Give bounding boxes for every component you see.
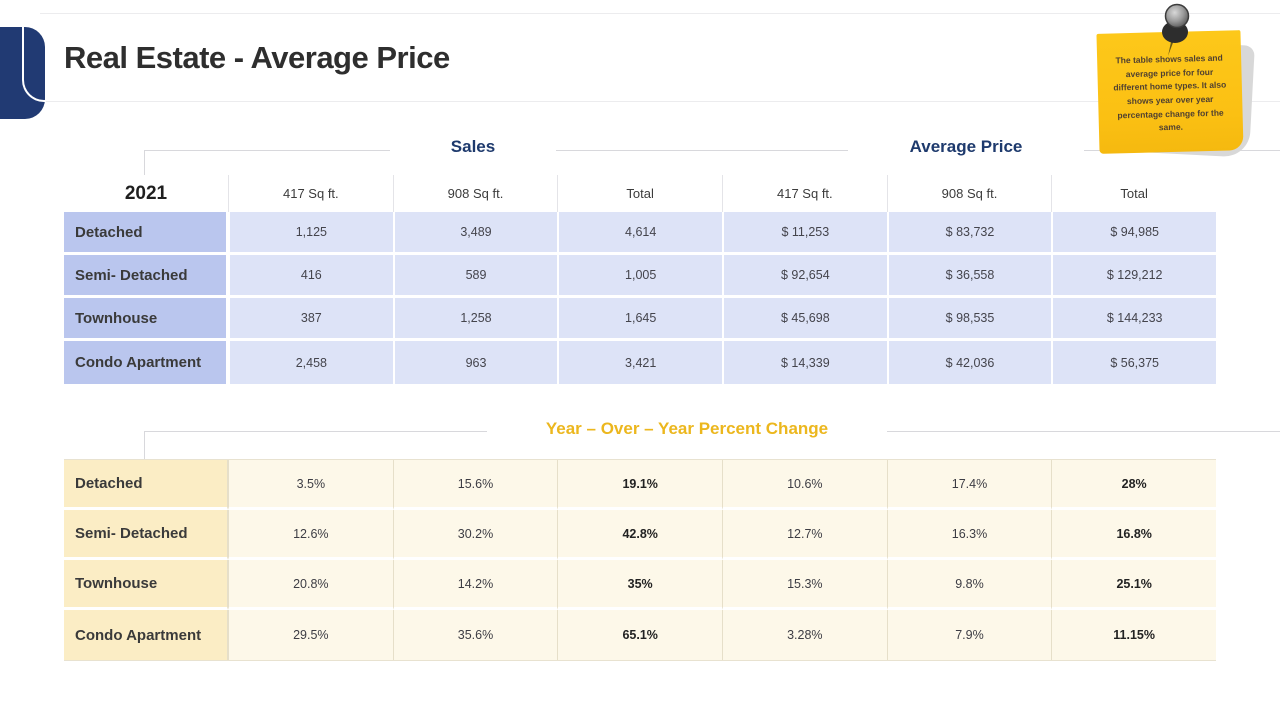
table-cell: 15.6% [392,460,558,510]
table-cell: 589 [392,255,558,298]
page-title: Real Estate - Average Price [64,40,450,75]
row-label: Semi- Detached [64,510,228,560]
table-cell: 1,005 [557,255,722,298]
table-cell: 16.3% [886,510,1052,560]
table-cell: 1,125 [228,212,393,255]
table-cell-total: 65.1% [557,610,722,660]
title-divider-line [44,101,1280,102]
table-cell: 416 [228,255,393,298]
table2-connector-line [144,431,145,459]
column-header: 908 Sq ft. [886,175,1052,212]
table-cell: $ 14,339 [722,341,887,384]
table-cell: 387 [228,298,393,341]
table-cell: $ 98,535 [886,298,1052,341]
table-cell: 12.6% [228,510,393,560]
row-label: Semi- Detached [64,255,228,298]
table-cell: 17.4% [886,460,1052,510]
table-cell: 3,489 [392,212,558,255]
table-cell: 15.3% [722,560,887,610]
column-header: 417 Sq ft. [228,175,393,212]
table-cell-total: 19.1% [557,460,722,510]
sticky-note: The table shows sales and average price … [1096,2,1256,164]
table-cell: 12.7% [722,510,887,560]
table-cell-total: 35% [557,560,722,610]
table-cell-total: 25.1% [1051,560,1216,610]
table-cell: 1,258 [392,298,558,341]
table-cell: 30.2% [392,510,558,560]
table-cell: 14.2% [392,560,558,610]
table-cell: 3,421 [557,341,722,384]
table-cell: 963 [392,341,558,384]
group-header-average-price: Average Price [909,137,1023,156]
table-cell: 3.5% [228,460,393,510]
table-cell: 20.8% [228,560,393,610]
table-cell: $ 129,212 [1051,255,1216,298]
column-header: Total [1051,175,1216,212]
table-cell: $ 56,375 [1051,341,1216,384]
sales-left-line [144,150,390,151]
table-cell: 10.6% [722,460,887,510]
row-label: Condo Apartment [64,341,228,384]
table-cell: 7.9% [886,610,1052,660]
column-header: Total [557,175,722,212]
table-cell-total: 42.8% [557,510,722,560]
row-label: Detached [64,460,228,510]
column-header: 417 Sq ft. [722,175,887,212]
table-cell: 1,645 [557,298,722,341]
table-cell: 35.6% [392,610,558,660]
push-pin-icon [1162,3,1190,56]
table-cell: $ 36,558 [886,255,1052,298]
table-cell: $ 11,253 [722,212,887,255]
sales-avg-middle-line [556,150,848,151]
table-cell-total: 11.15% [1051,610,1216,660]
table-cell: 2,458 [228,341,393,384]
table-cell: $ 42,036 [886,341,1052,384]
row-label: Townhouse [64,298,228,341]
column-header: 908 Sq ft. [392,175,558,212]
row-label: Townhouse [64,560,228,610]
group-header-sales: Sales [450,137,496,156]
yoy-right-line [887,431,1280,432]
table-cell-total: 16.8% [1051,510,1216,560]
row-label: Condo Apartment [64,610,228,660]
table-cell: $ 94,985 [1051,212,1216,255]
yoy-left-line [144,431,487,432]
sales-average-price-table: 2021 417 Sq ft. 908 Sq ft. Total 417 Sq … [64,175,1216,384]
yoy-section-title: Year – Over – Year Percent Change [545,419,829,438]
table-cell: $ 83,732 [886,212,1052,255]
table-cell: 29.5% [228,610,393,660]
table-cell: $ 45,698 [722,298,887,341]
table-cell: $ 92,654 [722,255,887,298]
table-cell: 3.28% [722,610,887,660]
table-cell-total: 28% [1051,460,1216,510]
table-cell: 4,614 [557,212,722,255]
year-label: 2021 [64,175,228,212]
corner-accent-curve [22,27,46,102]
yoy-percent-change-table: Detached 3.5% 15.6% 19.1% 10.6% 17.4% 28… [64,459,1216,661]
top-divider-line [40,13,1280,14]
table-cell: 9.8% [886,560,1052,610]
row-label: Detached [64,212,228,255]
table-cell: $ 144,233 [1051,298,1216,341]
